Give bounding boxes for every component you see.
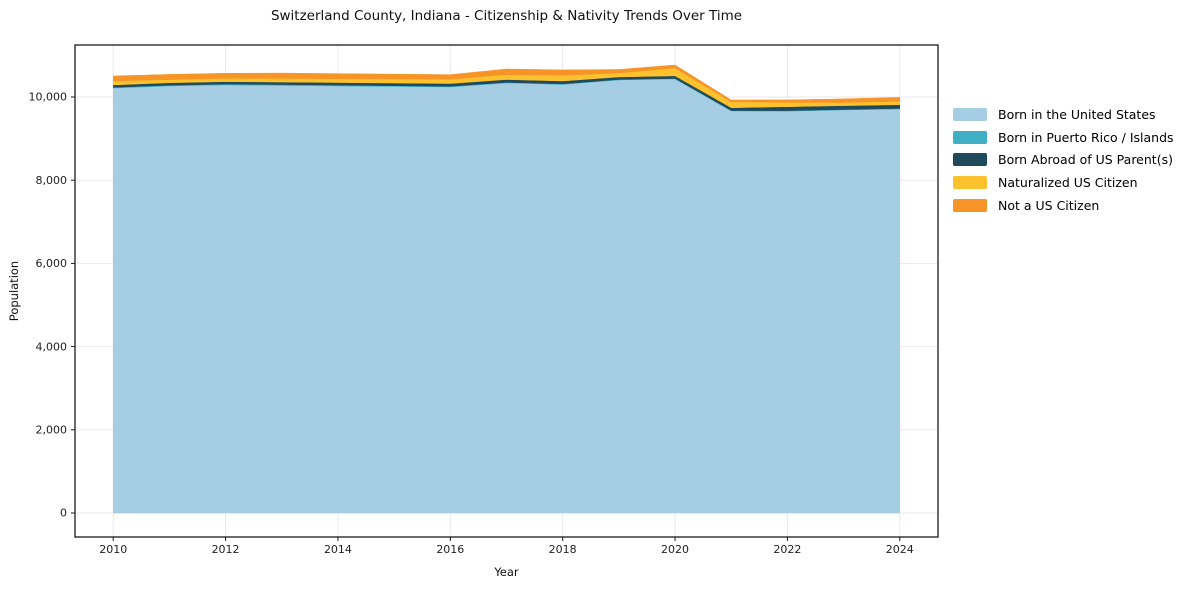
legend-label: Born in Puerto Rico / Islands (998, 129, 1174, 145)
y-tick-label-4000: 4,000 (36, 340, 68, 353)
legend-item-born-in-puerto-rico-islands: Born in Puerto Rico / Islands (953, 126, 1174, 149)
x-axis-label: Year (494, 565, 519, 579)
legend-swatch-born-in-puerto-rico-islands (953, 130, 987, 144)
area-not-a-us-citizen (112, 64, 901, 103)
legend-item-not-a-us-citizen: Not a US Citizen (953, 194, 1174, 217)
legend-label: Not a US Citizen (998, 197, 1100, 213)
area-born-in-the-united-states (112, 78, 901, 514)
legend-item-born-abroad-of-us-parent-s: Born Abroad of US Parent(s) (953, 148, 1174, 171)
plot-frame (74, 44, 939, 538)
y-tick-label-6000: 6,000 (36, 257, 68, 270)
x-tick-label-2014: 2014 (324, 543, 352, 556)
x-tick-label-2016: 2016 (436, 543, 464, 556)
y-tick-label-8000: 8,000 (36, 174, 68, 187)
x-tick-label-2020: 2020 (661, 543, 689, 556)
x-tick-label-2022: 2022 (773, 543, 801, 556)
legend-label: Naturalized US Citizen (998, 174, 1138, 190)
legend-swatch-born-in-the-united-states (953, 107, 987, 121)
y-tick-label-10000: 10,000 (29, 91, 68, 104)
y-tick-label-2000: 2,000 (36, 424, 68, 437)
legend-label: Born Abroad of US Parent(s) (998, 152, 1173, 168)
legend: Born in the United States Born in Puerto … (953, 103, 1174, 216)
legend-swatch-born-abroad-of-us-parent-s (953, 153, 987, 167)
legend-label: Born in the United States (998, 106, 1156, 122)
legend-swatch-not-a-us-citizen (953, 198, 987, 212)
chart-title: Switzerland County, Indiana - Citizenshi… (270, 8, 743, 24)
x-tick-label-2010: 2010 (99, 543, 127, 556)
legend-item-naturalized-us-citizen: Naturalized US Citizen (953, 171, 1174, 194)
y-axis-label: Population (7, 260, 21, 322)
x-tick-label-2024: 2024 (886, 543, 914, 556)
x-tick-label-2012: 2012 (212, 543, 240, 556)
y-tick-label-0: 0 (60, 507, 67, 520)
legend-item-born-in-the-united-states: Born in the United States (953, 103, 1174, 126)
x-tick-label-2018: 2018 (549, 543, 577, 556)
legend-swatch-naturalized-us-citizen (953, 175, 987, 189)
